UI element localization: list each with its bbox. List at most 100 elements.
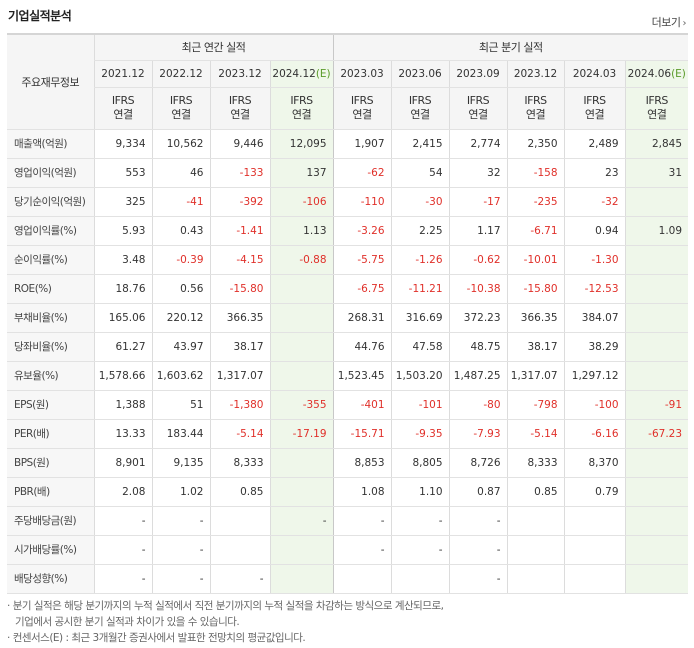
period-header: 2023.06 <box>390 60 450 88</box>
basis-ifrs: IFRS <box>169 94 193 107</box>
table-cell: 366.35 <box>209 303 270 333</box>
basis-ifrs: IFRS <box>111 94 135 107</box>
basis-ifrs: IFRS <box>228 94 252 107</box>
table-cell: - <box>332 505 392 536</box>
basis-header: IFRS 연결 <box>209 87 270 130</box>
period-header: 2023.03 <box>332 60 392 88</box>
table-cell: -17 <box>448 187 508 217</box>
row-label: 매출액(억원) <box>7 129 94 159</box>
table-cell: 0.56 <box>151 274 210 304</box>
table-cell: 553 <box>93 158 152 188</box>
basis-header: IFRS 연결 <box>563 87 626 130</box>
table-cell <box>209 535 270 565</box>
table-cell <box>624 448 689 478</box>
row-label: EPS(원) <box>7 389 94 420</box>
table-cell: 372.23 <box>448 303 508 333</box>
basis-consolidated: 연결 <box>647 108 667 121</box>
basis-ifrs: IFRS <box>466 94 490 107</box>
table-cell: -32 <box>563 187 626 217</box>
table-cell: 5.93 <box>93 215 152 246</box>
table-cell: 316.69 <box>390 303 450 333</box>
period-header: 2023.09 <box>448 60 508 88</box>
period-header: 2021.12 <box>93 60 152 88</box>
table-cell <box>563 505 626 536</box>
table-row: PER(배) 13.33 183.44 -5.14 -17.19 -15.71 -9.35-… <box>7 419 689 449</box>
quarter-title: 최근 분기 실적 <box>332 33 689 61</box>
table-cell: - <box>151 564 210 594</box>
table-cell <box>269 535 334 565</box>
table-cell: - <box>209 564 270 594</box>
row-label: 배당성향(%) <box>7 564 94 594</box>
table-cell: -6.16 <box>563 419 626 449</box>
table-cell <box>624 477 689 507</box>
table-cell: -158 <box>506 158 565 188</box>
table-cell: 1,388 <box>93 389 152 420</box>
table-cell: -9.35 <box>390 419 450 449</box>
period-header: 2024.03 <box>563 60 626 88</box>
table-cell: - <box>448 564 508 594</box>
table-cell: -110 <box>332 187 392 217</box>
row-header-label: 주요재무정보 <box>7 33 94 130</box>
table-cell: -15.80 <box>506 274 565 304</box>
period-header: 2022.12 <box>151 60 210 88</box>
table-cell: 32 <box>448 158 508 188</box>
basis-header: IFRS 연결 <box>93 87 152 130</box>
table-cell: -15.71 <box>332 419 392 449</box>
table-cell: - <box>151 535 210 565</box>
basis-consolidated: 연결 <box>171 108 191 121</box>
table-cell: 0.87 <box>448 477 508 507</box>
table-cell: -5.14 <box>209 419 270 449</box>
chevron-right-icon: › <box>682 18 687 29</box>
footnote-2: · 컨센서스(E) : 최근 3개월간 증권사에서 발표한 전망치의 평균값입니… <box>7 632 306 644</box>
table-cell: - <box>332 535 392 565</box>
row-label: 당좌비율(%) <box>7 332 94 362</box>
table-row: 배당성향(%) - - - - <box>7 564 689 594</box>
table-row: 주당배당금(원) - - - - - - <box>7 505 689 536</box>
table-cell: 1.09 <box>624 215 689 246</box>
basis-ifrs: IFRS <box>645 94 669 107</box>
table-cell: 8,805 <box>390 448 450 478</box>
table-cell <box>506 564 565 594</box>
table-cell: 1,578.66 <box>93 361 152 391</box>
table-cell: - <box>390 535 450 565</box>
table-cell <box>624 332 689 362</box>
table-row: 부채비율(%) 165.06 220.12 366.35 268.31 316.69 372… <box>7 303 689 333</box>
table-cell <box>269 361 334 391</box>
table-cell: 12,095 <box>269 129 334 159</box>
table-cell <box>269 303 334 333</box>
table-cell: 2,415 <box>390 129 450 159</box>
table-cell: -798 <box>506 389 565 420</box>
table-cell: 8,726 <box>448 448 508 478</box>
basis-header: IFRS 연결 <box>269 87 334 130</box>
basis-ifrs: IFRS <box>290 94 313 107</box>
table-cell: 8,370 <box>563 448 626 478</box>
table-cell: 137 <box>269 158 334 188</box>
table-row: 매출액(억원) 9,334 10,562 9,446 12,095 1,907 2,415 2… <box>7 129 689 159</box>
table-cell: 2.08 <box>93 477 152 507</box>
table-cell <box>332 564 392 594</box>
basis-ifrs: IFRS <box>583 94 606 107</box>
basis-consolidated: 연결 <box>584 108 605 121</box>
row-label: 주당배당금(원) <box>7 505 94 536</box>
footnotes: · 분기 실적은 해당 분기까지의 누적 실적에서 직전 분기까지의 누적 실적… <box>7 598 444 646</box>
row-label: PER(배) <box>7 419 94 449</box>
table-row: BPS(원) 8,901 9,135 8,333 8,853 8,805 8,726 8,33… <box>7 448 689 478</box>
table-cell: 18.76 <box>93 274 152 304</box>
table-cell: - <box>93 564 152 594</box>
more-link[interactable]: 더보기 › <box>652 14 687 30</box>
table-cell: -355 <box>269 389 334 420</box>
period-label: 2024.06 <box>627 67 672 80</box>
table-cell: -5.14 <box>506 419 565 449</box>
table-cell: 268.31 <box>332 303 392 333</box>
period-header: 2024.12(E) <box>269 60 334 88</box>
table-cell: 38.17 <box>209 332 270 362</box>
table-cell: -106 <box>269 187 334 217</box>
row-label: ROE(%) <box>7 274 94 304</box>
table-cell: -1.26 <box>390 245 450 275</box>
table-cell: 1,907 <box>332 129 392 159</box>
basis-header: IFRS 연결 <box>151 87 210 130</box>
row-label: 당기순이익(억원) <box>7 187 94 217</box>
table-row: 당기순이익(억원) 325 -41 -392 -106 -110 -30 -17 -235 -32 <box>7 187 689 217</box>
table-cell: 54 <box>390 158 450 188</box>
